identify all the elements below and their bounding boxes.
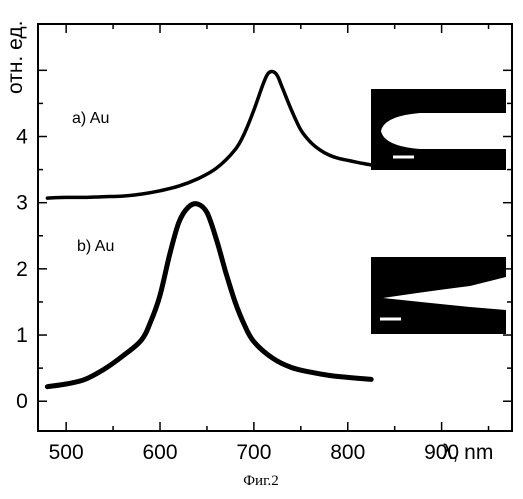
figure-caption: Фиг.2: [243, 473, 279, 489]
series-label-b: b) Au: [77, 238, 114, 255]
inset-micrograph-b: [371, 257, 506, 334]
x-tick-label: 800: [330, 441, 365, 464]
y-tick-label: 2: [16, 258, 28, 281]
x-axis-label: λ, nm: [442, 441, 493, 464]
y-tick-label: 3: [16, 192, 28, 215]
y-axis-label: отн. ед.: [4, 21, 27, 94]
series-label-a: a) Au: [72, 110, 109, 127]
inset-micrograph-a: [371, 89, 506, 170]
y-tick-label: 0: [16, 390, 28, 413]
y-tick-label: 1: [16, 324, 28, 347]
y-tick-label: 4: [16, 126, 28, 149]
x-tick-label: 600: [142, 441, 177, 464]
x-tick-label: 700: [236, 441, 271, 464]
x-tick-label: 500: [49, 441, 84, 464]
